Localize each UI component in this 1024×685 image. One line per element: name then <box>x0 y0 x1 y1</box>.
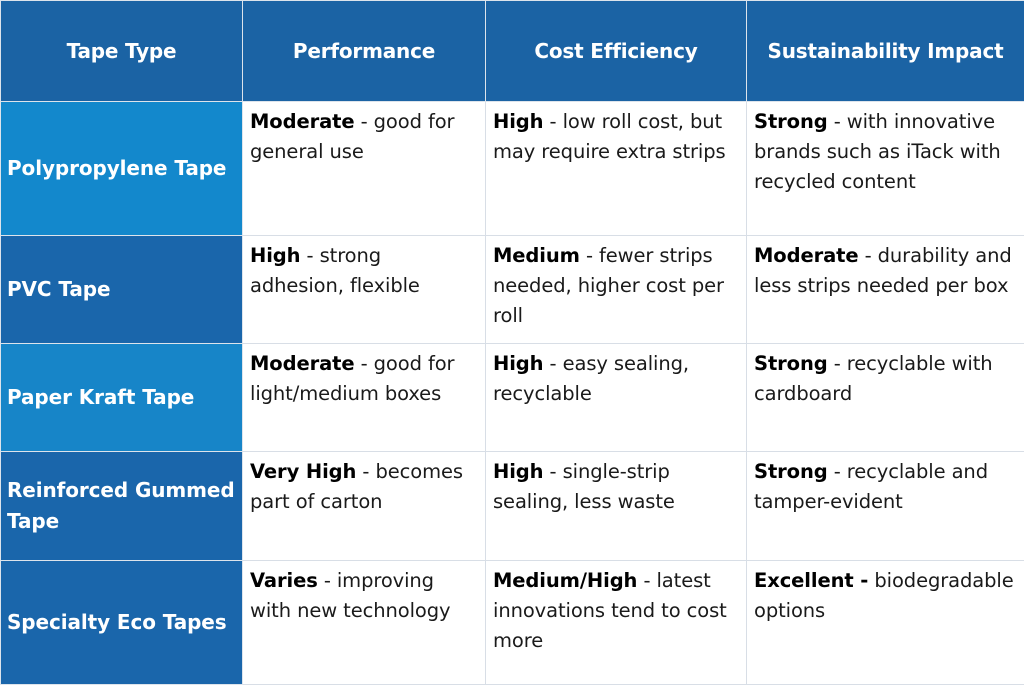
performance-cell: Moderate - good for light/medium boxes <box>243 344 486 452</box>
tape-type-cell: Paper Kraft Tape <box>1 344 243 452</box>
performance-rating: Moderate <box>250 352 355 375</box>
performance-cell: High - strong adhesion, flexible <box>243 236 486 344</box>
cost-rating: Medium <box>493 244 580 267</box>
cost-rating: High <box>493 352 543 375</box>
cost-cell: Medium - fewer strips needed, higher cos… <box>486 236 747 344</box>
sustainability-rating: Moderate <box>754 244 859 267</box>
cost-cell: High - low roll cost, but may require ex… <box>486 102 747 236</box>
table-row: Paper Kraft Tape Moderate - good for lig… <box>1 344 1024 452</box>
table-row: Specialty Eco Tapes Varies - improving w… <box>1 561 1024 685</box>
tape-type-cell: Reinforced Gummed Tape <box>1 452 243 561</box>
performance-cell: Varies - improving with new technology <box>243 561 486 685</box>
cost-cell: High - easy sealing, recyclable <box>486 344 747 452</box>
performance-rating: High <box>250 244 300 267</box>
header-sustainability-impact: Sustainability Impact <box>747 1 1024 102</box>
sustainability-rating: Excellent - <box>754 569 868 592</box>
sustainability-cell: Moderate - durability and less strips ne… <box>747 236 1024 344</box>
tape-type-cell: Polypropylene Tape <box>1 102 243 236</box>
performance-cell: Moderate - good for general use <box>243 102 486 236</box>
sustainability-cell: Strong - recyclable and tamper-evident <box>747 452 1024 561</box>
cost-rating: High <box>493 110 543 133</box>
header-tape-type: Tape Type <box>1 1 243 102</box>
header-row: Tape Type Performance Cost Efficiency Su… <box>1 1 1024 102</box>
header-performance: Performance <box>243 1 486 102</box>
performance-rating: Very High <box>250 460 356 483</box>
sustainability-cell: Strong - recyclable with cardboard <box>747 344 1024 452</box>
tape-type-cell: PVC Tape <box>1 236 243 344</box>
sustainability-rating: Strong <box>754 110 828 133</box>
performance-rating: Moderate <box>250 110 355 133</box>
table-row: Polypropylene Tape Moderate - good for g… <box>1 102 1024 236</box>
cost-rating: High <box>493 460 543 483</box>
cost-rating: Medium/High <box>493 569 637 592</box>
performance-cell: Very High - becomes part of carton <box>243 452 486 561</box>
sustainability-rating: Strong <box>754 460 828 483</box>
cost-cell: Medium/High - latest innovations tend to… <box>486 561 747 685</box>
header-cost-efficiency: Cost Efficiency <box>486 1 747 102</box>
sustainability-cell: Excellent - biodegradable options <box>747 561 1024 685</box>
sustainability-cell: Strong - with innovative brands such as … <box>747 102 1024 236</box>
sustainability-rating: Strong <box>754 352 828 375</box>
table-row: Reinforced Gummed Tape Very High - becom… <box>1 452 1024 561</box>
performance-rating: Varies <box>250 569 318 592</box>
table-row: PVC Tape High - strong adhesion, flexibl… <box>1 236 1024 344</box>
cost-cell: High - single-strip sealing, less waste <box>486 452 747 561</box>
tape-type-cell: Specialty Eco Tapes <box>1 561 243 685</box>
